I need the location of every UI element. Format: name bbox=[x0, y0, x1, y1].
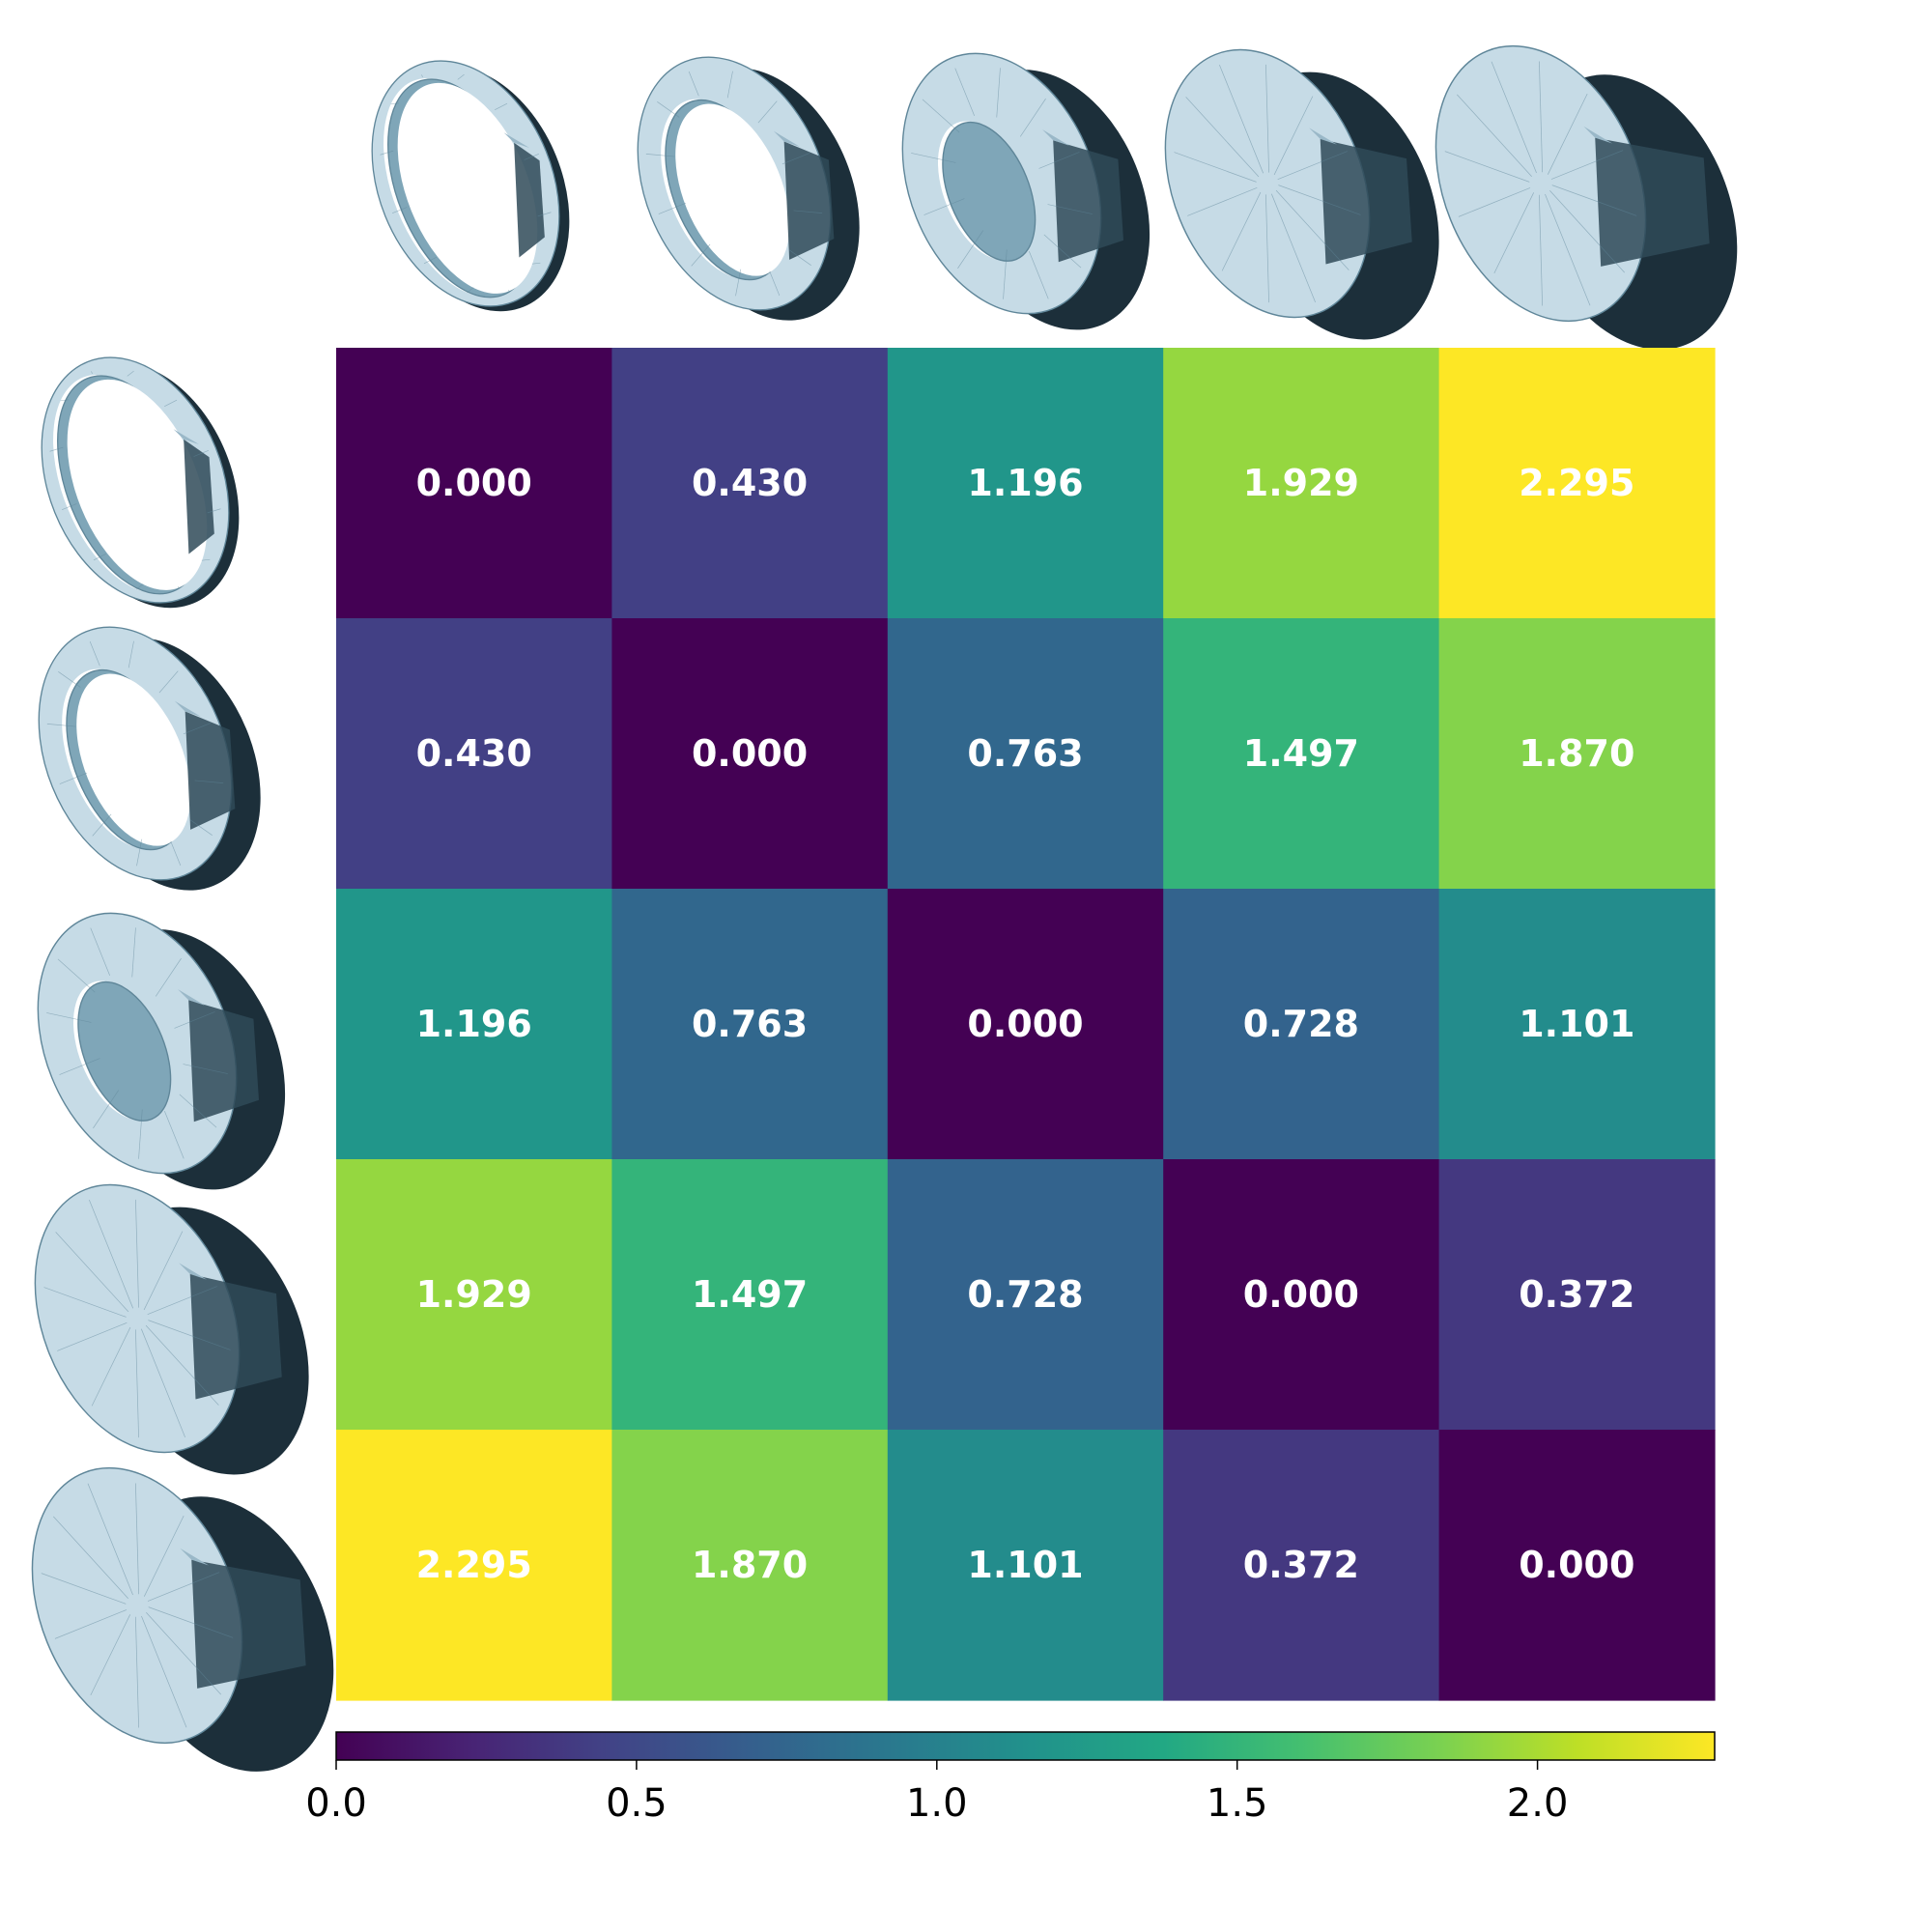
heatmap-cells bbox=[336, 348, 1716, 1701]
cell-value-label-r2-c2: 0.000 bbox=[967, 1003, 1083, 1045]
row-fattest-torus-icon bbox=[31, 1466, 334, 1772]
heatmap-cell-r1-c3 bbox=[1163, 618, 1440, 890]
column-medium-torus-icon bbox=[637, 56, 860, 321]
cell-value-label-r2-c0: 1.196 bbox=[416, 1003, 532, 1045]
row-medium-torus-icon bbox=[38, 626, 261, 891]
cell-value-label-r1-c3: 1.497 bbox=[1243, 732, 1359, 775]
cell-value-label-r4-c4: 0.000 bbox=[1519, 1544, 1634, 1586]
heatmap-cell-r0-c1 bbox=[611, 348, 889, 619]
colorbar: 0.0 0.5 1.0 1.5 2.0 bbox=[305, 1731, 1716, 1826]
row-thin-torus-icon bbox=[41, 356, 240, 609]
cell-value-label-r4-c0: 2.295 bbox=[416, 1544, 532, 1586]
colorbar-tick-label: 0.5 bbox=[606, 1781, 668, 1826]
heatmap-cell-r4-c1 bbox=[611, 1430, 889, 1701]
heatmap-cell-r0-c3 bbox=[1163, 348, 1440, 619]
heatmap-cell-r2-c2 bbox=[887, 889, 1164, 1160]
heatmap-cell-r1-c1 bbox=[611, 618, 889, 890]
row-fat-torus-icon bbox=[34, 1183, 309, 1475]
heatmap-cell-r3-c1 bbox=[611, 1159, 889, 1431]
cell-value-label-r0-c1: 0.430 bbox=[692, 462, 808, 504]
heatmap-cell-r4-c2 bbox=[887, 1430, 1164, 1701]
cell-value-label-r3-c1: 1.497 bbox=[692, 1273, 808, 1316]
colorbar-tick-label: 1.0 bbox=[906, 1781, 968, 1826]
heatmap-cell-r4-c4 bbox=[1438, 1430, 1716, 1701]
cell-value-label-r1-c0: 0.430 bbox=[416, 732, 532, 775]
colorbar-gradient bbox=[335, 1731, 1716, 1761]
colorbar-ticks: 0.0 0.5 1.0 1.5 2.0 bbox=[305, 1760, 1568, 1826]
heatmap-cell-r4-c0 bbox=[336, 1430, 612, 1701]
heatmap-cell-r3-c3 bbox=[1163, 1159, 1440, 1431]
heatmap-cell-r2-c3 bbox=[1163, 889, 1440, 1160]
colorbar-tick-label: 0.0 bbox=[305, 1781, 367, 1826]
heatmap-cell-r2-c1 bbox=[611, 889, 889, 1160]
heatmap-cell-r2-c0 bbox=[336, 889, 612, 1160]
cell-value-label-r3-c3: 0.000 bbox=[1243, 1273, 1359, 1316]
cell-value-label-r3-c2: 0.728 bbox=[967, 1273, 1083, 1316]
heatmap-cell-r0-c2 bbox=[887, 348, 1164, 619]
cell-value-label-r3-c4: 0.372 bbox=[1519, 1273, 1634, 1316]
cell-value-label-r0-c0: 0.000 bbox=[416, 462, 532, 504]
heatmap-cell-r1-c4 bbox=[1438, 618, 1716, 890]
cell-value-label-r1-c4: 1.870 bbox=[1519, 732, 1634, 775]
cell-value-label-r4-c2: 1.101 bbox=[967, 1544, 1083, 1586]
cell-value-label-r2-c3: 0.728 bbox=[1243, 1003, 1359, 1045]
cell-value-label-r0-c4: 2.295 bbox=[1519, 462, 1634, 504]
row-thick-torus-icon bbox=[37, 912, 286, 1190]
colorbar-tick-label: 2.0 bbox=[1507, 1781, 1569, 1826]
cell-value-label-r1-c2: 0.763 bbox=[967, 732, 1083, 775]
heatmap-cell-r3-c0 bbox=[336, 1159, 612, 1431]
heatmap-cell-r1-c2 bbox=[887, 618, 1164, 890]
heatmap-cell-r3-c4 bbox=[1438, 1159, 1716, 1431]
heatmap-cell-r0-c4 bbox=[1438, 348, 1716, 619]
cell-value-label-r0-c3: 1.929 bbox=[1243, 462, 1359, 504]
heatmap-cell-r0-c0 bbox=[336, 348, 612, 619]
cell-value-label-r4-c1: 1.870 bbox=[692, 1544, 808, 1586]
column-fattest-torus-icon bbox=[1435, 44, 1738, 350]
cell-value-label-r2-c4: 1.101 bbox=[1519, 1003, 1634, 1045]
heatmap-cell-r4-c3 bbox=[1163, 1430, 1440, 1701]
column-thick-torus-icon bbox=[901, 52, 1151, 330]
cell-value-label-r1-c1: 0.000 bbox=[692, 732, 808, 775]
column-fat-torus-icon bbox=[1164, 48, 1439, 340]
cell-value-label-r0-c2: 1.196 bbox=[967, 462, 1083, 504]
column-shape-thumbnails bbox=[371, 44, 1738, 350]
heatmap-cell-r2-c4 bbox=[1438, 889, 1716, 1160]
colorbar-tick-label: 1.5 bbox=[1207, 1781, 1268, 1826]
cell-value-label-r3-c0: 1.929 bbox=[416, 1273, 532, 1316]
column-thin-torus-icon bbox=[371, 60, 570, 312]
heatmap-cell-r1-c0 bbox=[336, 618, 612, 890]
cell-value-label-r2-c1: 0.763 bbox=[692, 1003, 808, 1045]
cell-value-label-r4-c3: 0.372 bbox=[1243, 1544, 1359, 1586]
heatmap-cell-labels: 0.000 0.430 1.196 1.929 2.295 0.430 0.000 0.763… bbox=[416, 462, 1635, 1586]
heatmap-cell-r3-c2 bbox=[887, 1159, 1164, 1431]
row-shape-thumbnails bbox=[31, 356, 334, 1772]
